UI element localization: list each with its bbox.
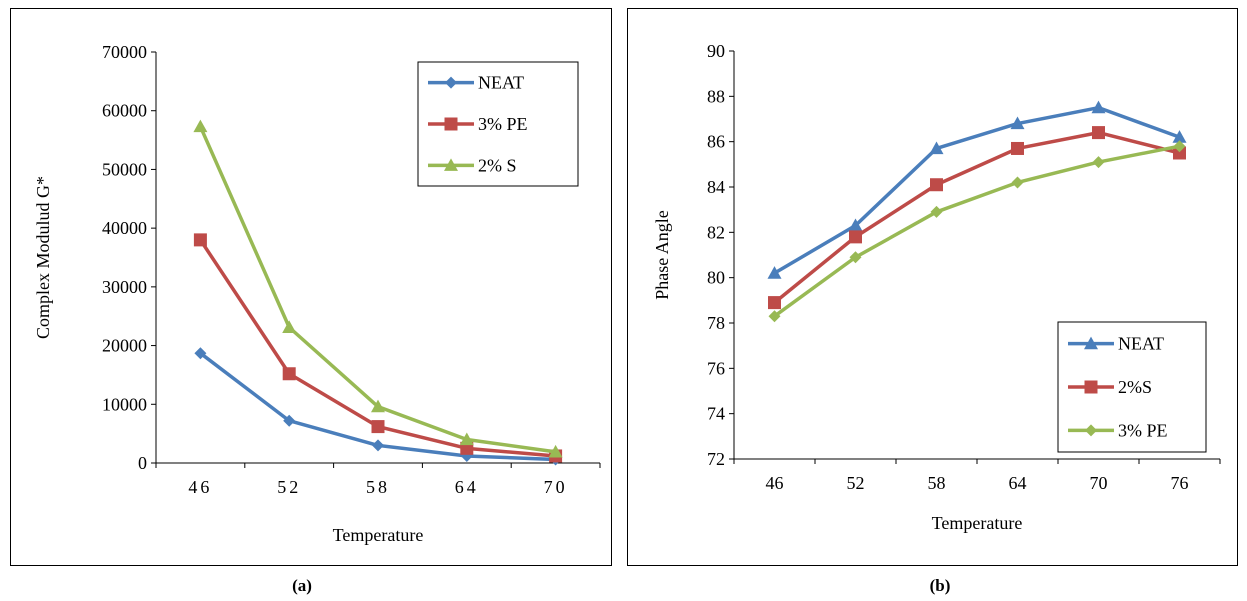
chart-a-y-tick-label: 40000 xyxy=(102,218,147,238)
chart-a-data-point xyxy=(548,444,563,458)
chart-b-data-point xyxy=(930,178,943,192)
chart-b-x-tick-label: 52 xyxy=(847,473,865,493)
chart-a-y-tick-label: 0 xyxy=(138,453,147,473)
chart-b-data-point xyxy=(1173,146,1186,160)
chart-b-data-point xyxy=(1092,156,1105,169)
chart-a-y-tick-label: 10000 xyxy=(102,394,147,414)
chart-b-x-tick-label: 70 xyxy=(1090,473,1108,493)
chart-b-series-line-2 xyxy=(773,130,1180,304)
chart-a-data-point xyxy=(459,432,474,446)
chart-b-data-point xyxy=(849,251,862,264)
chart-b-data-point xyxy=(1091,100,1106,114)
chart-b-series-line-3 xyxy=(773,144,1180,318)
chart-b-data-point xyxy=(849,230,862,244)
chart-a-x-tick-label: 46 xyxy=(188,477,212,497)
chart-a-data-point xyxy=(371,399,385,413)
chart-b-y-tick-label: 80 xyxy=(707,268,725,288)
chart-b-data-point xyxy=(1173,140,1186,153)
chart-b-data-point xyxy=(1092,126,1105,140)
chart-b-y-axis-label: Phase Angle xyxy=(652,210,672,300)
chart-b-y-tick-label: 76 xyxy=(707,358,725,378)
chart-b-legend-marker xyxy=(1084,336,1098,350)
chart-b-y-tick-label: 88 xyxy=(707,86,725,106)
chart-a-data-point xyxy=(282,320,297,333)
phase-angle-chart: 72 74 76 78 80 82 84 86 88 90 46 52 58 64 70 76 Temperat… xyxy=(652,41,1221,533)
chart-b-data-point xyxy=(1011,141,1024,155)
chart-a-data-point xyxy=(193,119,208,133)
chart-b-legend-label: 3% PE xyxy=(1118,420,1168,440)
chart-b-y-tick-label: 90 xyxy=(707,41,725,61)
chart-panel-b: 72 74 76 78 80 82 84 86 88 90 46 52 58 64 70 76 Temperat… xyxy=(627,8,1238,566)
chart-b-data-point xyxy=(1011,176,1024,189)
chart-b-x-tick-label: 64 xyxy=(1009,473,1027,493)
chart-b-legend-label: 2%S xyxy=(1118,377,1152,397)
chart-b-data-point xyxy=(929,141,944,155)
chart-a-data-point xyxy=(194,347,207,360)
chart-b-data-point xyxy=(848,218,863,232)
chart-a-x-tick-label: 52 xyxy=(277,477,301,497)
chart-b-data-point xyxy=(767,266,782,279)
chart-b-x-axis-label: Temperature xyxy=(932,513,1023,533)
chart-a-y-tick-label: 50000 xyxy=(102,159,147,179)
complex-modulus-chart: 0 10000 20000 30000 40000 50000 60000 70000 46 52… xyxy=(33,42,601,545)
chart-b-legend-marker xyxy=(1084,380,1098,394)
chart-b-x-tick-label: 46 xyxy=(766,473,784,493)
chart-panel-a: 0 10000 20000 30000 40000 50000 60000 70000 46 52… xyxy=(10,8,612,566)
chart-a-y-tick-label: 20000 xyxy=(102,336,147,356)
chart-a-data-point xyxy=(283,414,296,427)
chart-a-legend-label: 2% S xyxy=(478,155,517,175)
chart-a-y-axis-label: Complex Modulud G* xyxy=(33,176,53,339)
chart-a-data-point xyxy=(371,420,385,434)
chart-b-y-tick-label: 84 xyxy=(707,177,725,197)
chart-a-x-tick-label: 64 xyxy=(455,477,479,497)
chart-a-legend-marker xyxy=(444,117,458,131)
chart-a-legend-marker xyxy=(444,158,458,171)
caption-a: (a) xyxy=(292,576,312,595)
chart-b-y-tick-label: 78 xyxy=(707,313,725,333)
chart-b-data-point xyxy=(768,296,781,310)
chart-a-x-tick-label: 70 xyxy=(544,477,568,497)
chart-b-x-tick-label: 76 xyxy=(1171,473,1189,493)
chart-a-y-tick-label: 60000 xyxy=(102,101,147,121)
chart-b-y-tick-label: 82 xyxy=(707,222,725,242)
chart-a-x-tick-label: 58 xyxy=(366,477,390,497)
chart-b-data-point xyxy=(1010,116,1025,130)
chart-a-data-point xyxy=(372,439,384,452)
chart-b-y-tick-label: 86 xyxy=(707,132,725,152)
chart-b-data-point xyxy=(768,310,781,323)
chart-a-data-point xyxy=(282,367,296,381)
chart-b-y-tick-label: 74 xyxy=(707,404,725,424)
chart-a-legend-label: 3% PE xyxy=(478,114,528,134)
chart-b-x-tick-label: 58 xyxy=(928,473,946,493)
chart-a-x-axis-label: Temperature xyxy=(333,525,424,545)
chart-a-y-tick-label: 30000 xyxy=(102,277,147,297)
chart-b-legend-marker xyxy=(1085,424,1097,437)
chart-b-series-line-1 xyxy=(773,105,1181,275)
chart-a-legend-label: NEAT xyxy=(478,73,524,93)
chart-a-legend-marker xyxy=(445,76,457,89)
chart-a-data-point xyxy=(193,233,207,247)
chart-b-data-point xyxy=(1172,130,1187,143)
chart-b-legend-label: NEAT xyxy=(1118,334,1164,354)
chart-b-data-point xyxy=(930,205,943,218)
chart-a-y-tick-label: 70000 xyxy=(102,42,147,62)
caption-b: (b) xyxy=(929,576,951,595)
chart-b-y-tick-label: 72 xyxy=(707,449,725,469)
